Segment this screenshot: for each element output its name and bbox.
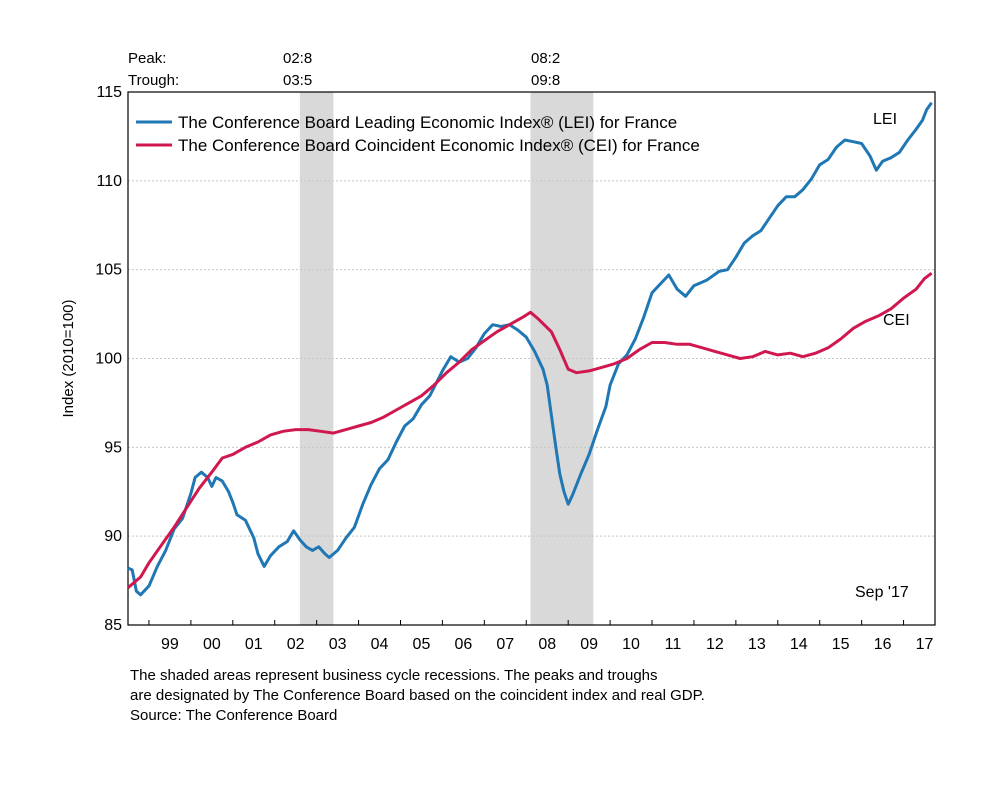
- plot-frame: [127, 91, 936, 626]
- y-tick-label-115: 115: [96, 84, 122, 101]
- x-tick-label-15: 15: [832, 636, 850, 653]
- series-line-lei: [127, 101, 933, 597]
- recession-1-trough: 03:5: [283, 72, 313, 89]
- legend-label-cei: The Conference Board Coincident Economic…: [178, 136, 700, 155]
- legend-label-lei: The Conference Board Leading Economic In…: [178, 113, 677, 132]
- x-tick-label-00: 00: [203, 636, 221, 653]
- date-note: Sep '17: [855, 584, 909, 601]
- x-tick-label-10: 10: [622, 636, 640, 653]
- x-tick-label-13: 13: [748, 636, 766, 653]
- y-tick-label-90: 90: [104, 528, 122, 545]
- y-tick-label-105: 105: [95, 262, 122, 279]
- x-tick-label-99: 99: [161, 636, 179, 653]
- y-tick-label-95: 95: [104, 439, 122, 456]
- recession-2-peak: 08:2: [531, 50, 561, 67]
- peak-label: Peak:: [128, 50, 167, 67]
- y-tick-label-85: 85: [104, 617, 122, 634]
- x-tick-label-04: 04: [371, 636, 389, 653]
- source-note: Source: The Conference Board: [130, 707, 338, 724]
- lei-series-label: LEI: [873, 111, 897, 128]
- footnote-line-2: are designated by The Conference Board b…: [130, 687, 705, 704]
- footnote-line-1: The shaded areas represent business cycl…: [130, 667, 658, 684]
- recession-2-trough: 09:8: [531, 72, 561, 89]
- y-axis-title: Index (2010=100): [60, 299, 77, 417]
- x-tick-label-09: 09: [580, 636, 598, 653]
- x-tick-label-14: 14: [790, 636, 808, 653]
- trough-label: Trough:: [128, 72, 180, 89]
- x-tick-label-17: 17: [916, 636, 934, 653]
- x-tick-label-16: 16: [874, 636, 892, 653]
- series-line-cei: [127, 272, 933, 589]
- x-tick-label-01: 01: [245, 636, 263, 653]
- x-tick-label-07: 07: [496, 636, 514, 653]
- cei-series-label: CEI: [883, 312, 910, 329]
- recession-1-peak: 02:8: [283, 50, 313, 67]
- x-tick-label-03: 03: [329, 636, 347, 653]
- x-tick-label-11: 11: [665, 636, 682, 653]
- x-tick-label-02: 02: [287, 636, 305, 653]
- y-tick-label-100: 100: [95, 351, 122, 368]
- x-tick-label-06: 06: [454, 636, 472, 653]
- y-tick-label-110: 110: [96, 173, 122, 190]
- x-tick-label-12: 12: [706, 636, 724, 653]
- x-tick-label-05: 05: [413, 636, 431, 653]
- x-tick-label-08: 08: [538, 636, 556, 653]
